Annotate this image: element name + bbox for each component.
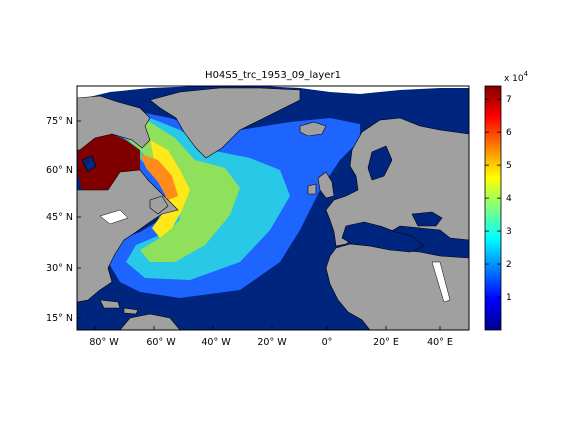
- inland-seas: [81, 145, 443, 253]
- lat-tick-45n: 45° N: [46, 212, 73, 223]
- lon-tick-0: 0°: [322, 337, 333, 348]
- colorbar-tick-label: 3: [506, 227, 512, 237]
- lon-tick-80w: 80° W: [89, 337, 119, 348]
- north-america: [77, 95, 179, 303]
- colorbar-gradient: [484, 85, 502, 331]
- colorbar-multiplier: x 104: [504, 70, 529, 84]
- iceland: [299, 121, 327, 137]
- colorbar-tick-label: 1: [506, 293, 512, 303]
- map-title: H04S5_trc_1953_09_layer1: [205, 70, 341, 81]
- colorbar-tick-label: 4: [506, 194, 512, 204]
- colorbar-ticks: 1 2 3 4 5 6 7: [485, 95, 512, 303]
- south-america: [119, 313, 181, 330]
- lat-tick-60n: 60° N: [46, 165, 73, 176]
- lon-tick-60w: 60° W: [146, 337, 176, 348]
- colorbar-tick-label: 7: [506, 95, 512, 105]
- lon-tick-40e: 40° E: [427, 337, 453, 348]
- lat-tick-30n: 30° N: [46, 263, 73, 274]
- colorbar: 1 2 3 4 5 6 7 x 104: [484, 70, 529, 331]
- lon-tick-20w: 20° W: [257, 337, 287, 348]
- mediterranean: [341, 221, 425, 253]
- map-area: [77, 86, 469, 330]
- black-sea: [411, 211, 443, 227]
- colorbar-tick-label: 2: [506, 260, 512, 270]
- map-frame: [76, 85, 470, 331]
- lat-tick-75n: 75° N: [46, 116, 73, 127]
- map-tick-marks: [77, 120, 441, 330]
- hudson-bay-high: [78, 134, 140, 190]
- baltic-sea: [367, 145, 393, 181]
- colorbar-tick-label: 5: [506, 161, 512, 171]
- plume-orange: [140, 154, 178, 200]
- colorbar-tick-label: 6: [506, 128, 512, 138]
- hudson-bay-water: [81, 155, 97, 173]
- greenland: [149, 87, 301, 159]
- lat-tick-15n: 15° N: [46, 313, 73, 324]
- british-isles: [317, 171, 335, 199]
- lon-tick-20e: 20° E: [373, 337, 399, 348]
- lon-tick-40w: 40° W: [201, 337, 231, 348]
